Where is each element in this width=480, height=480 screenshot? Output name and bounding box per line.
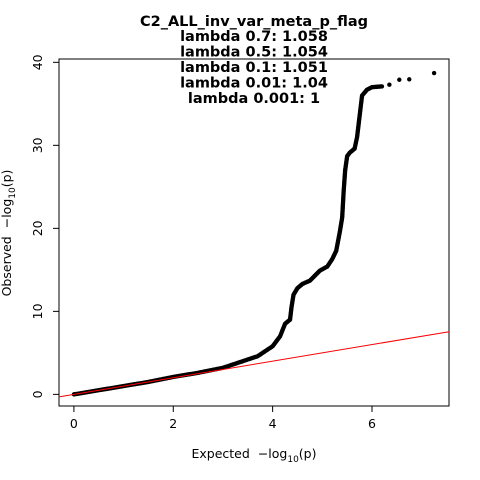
plot-frame <box>58 58 450 407</box>
data-point <box>407 77 412 82</box>
y-tick-label: 10 <box>30 303 45 319</box>
data-point <box>397 77 402 82</box>
lambda-line: lambda 0.01: 1.04 <box>180 76 328 92</box>
lambda-line: lambda 0.001: 1 <box>188 91 320 107</box>
x-axis-label-prefix: Expected <box>191 446 249 461</box>
lambda-line: lambda 0.5: 1.054 <box>180 45 328 61</box>
y-axis-label-suffix: (p) <box>0 170 14 188</box>
y-axis-label-prefix: Observed <box>0 236 14 296</box>
x-axis-label-op: −log <box>258 446 288 461</box>
y-tick-label: 0 <box>30 390 45 398</box>
y-tick-label: 40 <box>30 54 45 70</box>
x-axis-label: Expected −log10(p) <box>191 446 316 465</box>
data-point <box>431 70 437 76</box>
chart-title: C2_ALL_inv_var_meta_p_flag <box>140 14 368 30</box>
y-axis-label: Observed −log10(p) <box>0 170 18 297</box>
x-tick-label: 4 <box>269 416 277 431</box>
y-tick-label: 20 <box>30 220 45 236</box>
x-axis: 0 2 4 6 <box>70 406 376 431</box>
data-point <box>387 82 392 87</box>
y-tick-label: 30 <box>30 137 45 153</box>
y-axis-label-op: −log <box>0 199 14 229</box>
x-tick-label: 6 <box>368 416 376 431</box>
x-axis-label-sub: 10 <box>287 455 299 465</box>
reference-line <box>58 331 450 398</box>
x-tick-label: 2 <box>169 416 177 431</box>
y-axis: 0 10 20 30 40 <box>30 54 59 398</box>
x-axis-label-suffix: (p) <box>299 446 317 461</box>
y-axis-label-sub: 10 <box>8 187 18 199</box>
lambda-line: lambda 0.7: 1.058 <box>180 29 328 45</box>
x-tick-label: 0 <box>70 416 78 431</box>
data-points <box>71 70 437 397</box>
lambda-line: lambda 0.1: 1.051 <box>180 60 328 76</box>
data-point <box>379 84 385 89</box>
